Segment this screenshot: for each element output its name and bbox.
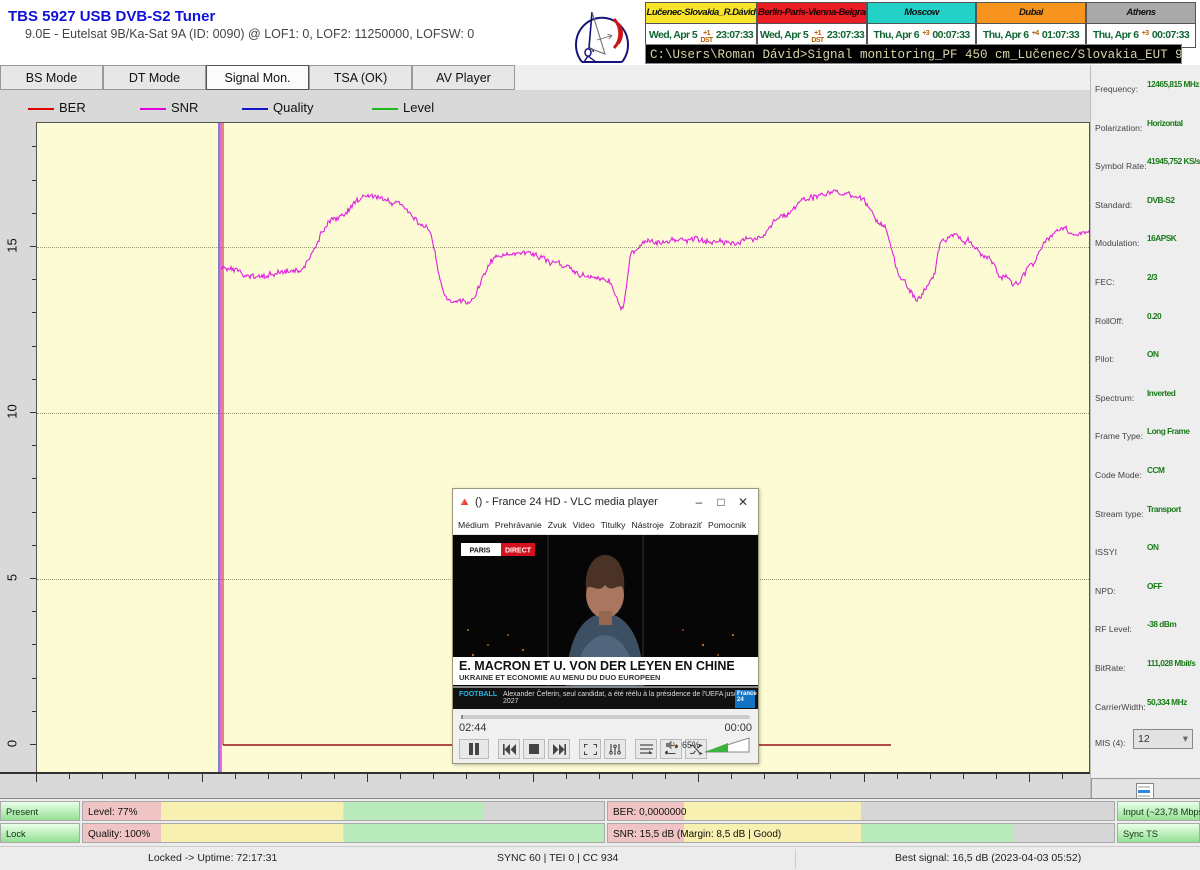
svg-text:DIRECT: DIRECT xyxy=(505,548,532,555)
svg-text:PARIS: PARIS xyxy=(470,548,491,555)
